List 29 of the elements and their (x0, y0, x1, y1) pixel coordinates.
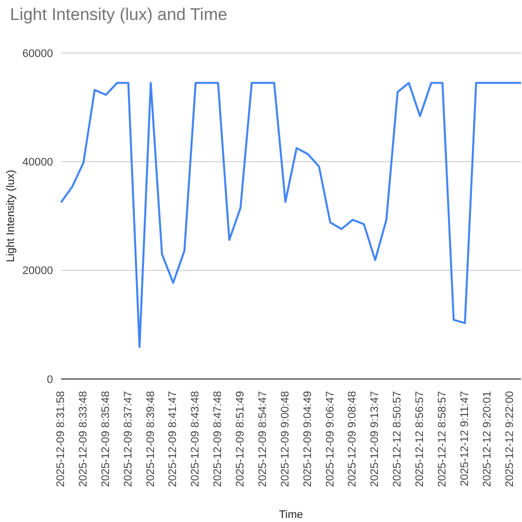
x-tick-label: 2025-12-09 9:00:48 (279, 391, 292, 488)
x-tick-label: 2025-12-09 9:13:47 (369, 391, 382, 488)
x-tick-label: 2025-12-09 8:35:48 (100, 391, 112, 488)
x-tick-label: 2025-12-09 8:51:49 (234, 391, 247, 488)
y-tick-label: 20000 (22, 265, 53, 278)
x-tick-label: 2025-12-12 8:56:57 (414, 391, 426, 488)
y-tick-label: 40000 (22, 156, 53, 169)
line-series (60, 82, 522, 348)
y-axis-title: Light Intensity (lux) (4, 170, 17, 262)
x-tick-label: 2025-12-09 8:33:48 (77, 391, 90, 488)
chart-title: Light Intensity (lux) and Time (10, 5, 228, 25)
y-tick-label: 0 (46, 374, 53, 386)
x-tick-label: 2025-12-12 9:22:00 (504, 391, 516, 488)
x-tick-label: 2025-12-09 8:41:47 (167, 391, 180, 488)
x-tick-label: 2025-12-09 8:47:48 (212, 391, 224, 488)
x-tick-label: 2025-12-12 8:58:57 (436, 391, 448, 488)
x-tick-label: 2025-12-12 9:20:01 (481, 391, 494, 488)
x-tick-label: 2025-12-09 9:04:49 (302, 391, 314, 488)
x-tick-label: 2025-12-09 8:39:48 (144, 391, 157, 488)
x-tick-label: 2025-12-09 8:31:58 (55, 391, 67, 488)
x-tick-label: 2025-12-09 9:06:47 (324, 391, 336, 488)
x-tick-label: 2025-12-09 8:43:48 (190, 391, 202, 488)
x-tick-label: 2025-12-09 8:54:47 (256, 391, 269, 488)
x-tick-label: 2025-12-09 8:37:47 (122, 391, 134, 488)
x-tick-label: 2025-12-09 9:08:48 (346, 391, 359, 488)
y-tick-label: 60000 (22, 48, 53, 60)
x-tick-label: 2025-12-12 8:50:57 (392, 391, 404, 488)
x-axis-title: Time (278, 509, 304, 521)
x-tick-label: 2025-12-12 9:11:47 (458, 391, 471, 486)
